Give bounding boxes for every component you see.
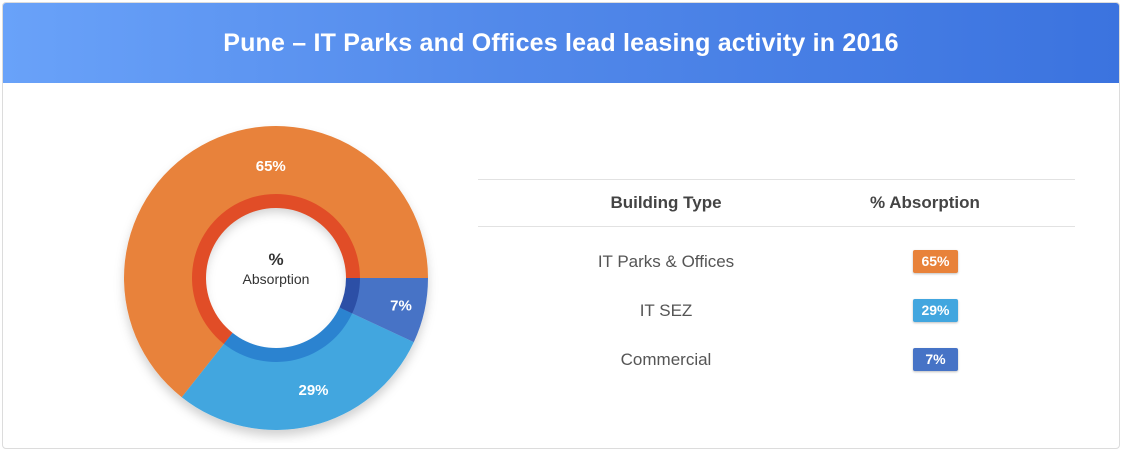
absorption-badge: 7%	[913, 348, 958, 371]
donut-slice-it-sez	[181, 308, 414, 430]
donut-chart: 65% 29% 7% % Absorption	[111, 113, 441, 443]
chart-title: Pune – IT Parks and Offices lead leasing…	[223, 28, 899, 57]
table-row: IT Parks & Offices 65%	[478, 237, 1075, 286]
row-building-type: IT SEZ	[639, 300, 693, 320]
chart-header: Pune – IT Parks and Offices lead leasing…	[3, 3, 1119, 83]
header-absorption: % Absorption	[870, 193, 980, 212]
inner-ring-slice-commercial	[339, 278, 360, 314]
table-top-divider	[478, 179, 1075, 180]
slice-label-it-sez: 29%	[298, 382, 328, 399]
slice-label-commercial: 7%	[390, 298, 412, 315]
absorption-badge: 29%	[913, 299, 958, 322]
table-header-row: Building Type % Absorption	[478, 180, 1075, 226]
donut-svg: 65% 29% 7%	[123, 126, 429, 430]
absorption-badge: 65%	[913, 250, 958, 273]
absorption-table: Building Type % Absorption IT Parks & Of…	[478, 179, 1075, 384]
donut-slice-it-parks-offices	[123, 126, 429, 398]
table-row: Commercial 7%	[478, 335, 1075, 384]
table-row: IT SEZ 29%	[478, 286, 1075, 335]
header-building-type: Building Type	[610, 193, 722, 212]
chart-card: Pune – IT Parks and Offices lead leasing…	[2, 2, 1120, 449]
inner-ring-slice-it-sez	[223, 307, 353, 362]
slice-label-it-parks-offices: 65%	[256, 158, 286, 175]
row-building-type: Commercial	[620, 349, 712, 369]
table-header-divider	[478, 226, 1075, 227]
donut-slice-commercial	[341, 278, 428, 343]
row-building-type: IT Parks & Offices	[597, 251, 735, 271]
